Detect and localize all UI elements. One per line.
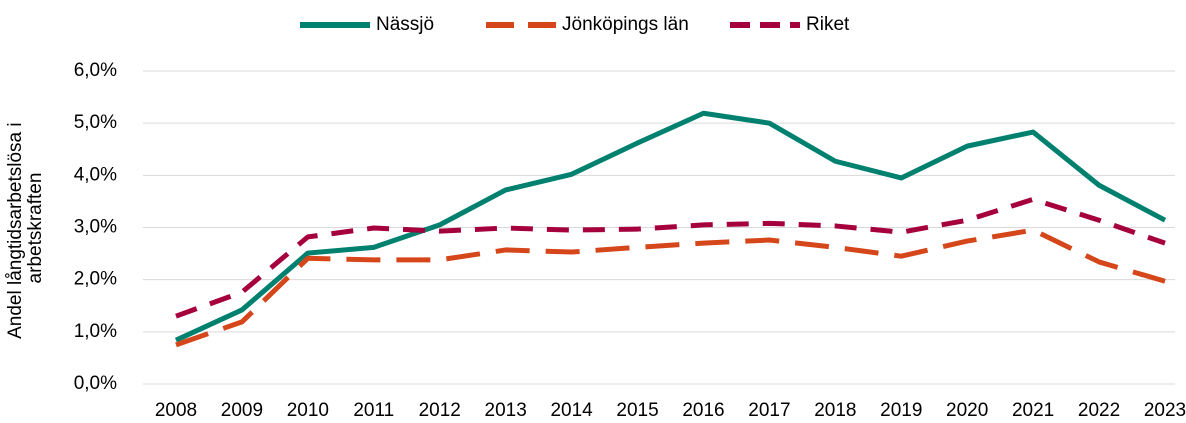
y-tick-label: 6,0% xyxy=(74,60,117,81)
legend-label: Nässjö xyxy=(376,14,434,35)
x-tick-label: 2010 xyxy=(287,400,329,421)
x-tick-label: 2021 xyxy=(1012,400,1054,421)
line-series xyxy=(175,196,1166,319)
y-tick-label: 0,0% xyxy=(74,373,117,394)
y-tick-label: 3,0% xyxy=(74,217,117,238)
y-axis-label-line: Andel långtidsarbetslösa i xyxy=(5,122,26,339)
x-tick-label: 2012 xyxy=(419,400,461,421)
x-tick-label: 2014 xyxy=(550,400,593,421)
line-series xyxy=(174,110,1167,343)
x-tick-label: 2017 xyxy=(748,400,790,421)
x-tick-label: 2018 xyxy=(814,400,856,421)
y-tick-label: 1,0% xyxy=(74,321,117,342)
y-axis-label: Andel långtidsarbetslösa i arbetskraften xyxy=(5,117,46,339)
x-tick-label: 2011 xyxy=(353,400,394,421)
x-tick-label: 2023 xyxy=(1144,400,1186,421)
x-tick-label: 2013 xyxy=(485,400,527,421)
y-tick-label: 4,0% xyxy=(74,164,117,185)
x-tick-label: 2019 xyxy=(880,400,922,421)
x-tick-label: 2020 xyxy=(946,400,988,421)
y-axis-label-line: arbetskraften xyxy=(25,173,46,284)
legend-label: Jönköpings län xyxy=(562,14,689,35)
legend-label: Riket xyxy=(806,14,850,35)
x-tick-label: 2022 xyxy=(1078,400,1120,421)
y-tick-label: 5,0% xyxy=(74,112,117,133)
y-tick-label: 2,0% xyxy=(74,269,117,290)
x-tick-label: 2009 xyxy=(221,400,263,421)
x-tick-label: 2016 xyxy=(682,400,724,421)
x-tick-label: 2008 xyxy=(155,400,197,421)
line-series xyxy=(175,227,1166,348)
x-tick-label: 2015 xyxy=(616,400,658,421)
